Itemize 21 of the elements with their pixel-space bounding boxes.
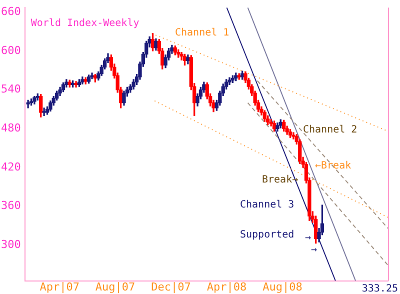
- annotation: Supported: [240, 230, 294, 241]
- y-tick-label: 540: [0, 82, 21, 96]
- text: 333.25: [362, 284, 398, 294]
- x-tick-label: Aug|08: [262, 280, 302, 294]
- text: World Index-Weekly: [30, 18, 140, 30]
- y-tick-label: 360: [0, 199, 21, 212]
- annotation: Channel 3: [240, 200, 294, 211]
- x-tick-label: Aug|07: [95, 280, 136, 294]
- annotation: Channel 2: [303, 124, 358, 136]
- y-tick-label: 420: [0, 160, 21, 174]
- annotation: →: [311, 244, 318, 256]
- annotation: Channel 1: [175, 28, 230, 39]
- y-tick-label: 480: [0, 122, 21, 135]
- x-tick-label: Dec|07: [151, 280, 191, 294]
- annotation: ←Break: [315, 160, 352, 172]
- x-tick-label: Apr|07: [40, 280, 80, 294]
- y-tick-label: 600: [0, 44, 21, 57]
- y-tick-label: 300: [0, 238, 21, 252]
- annotation: →: [305, 232, 312, 244]
- x-tick-label: Apr|08: [206, 280, 247, 294]
- y-tick-label: 660: [0, 4, 21, 18]
